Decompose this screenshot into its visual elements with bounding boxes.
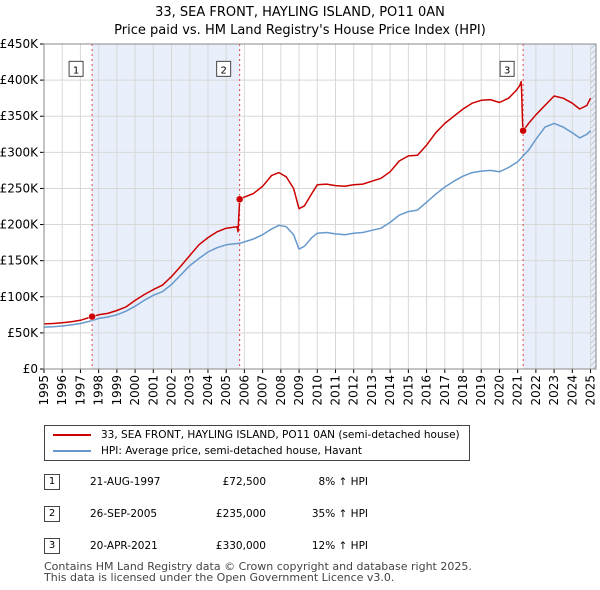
y-tick-label: £350K xyxy=(0,109,39,123)
x-tick-label: 2000 xyxy=(128,375,142,406)
shaded-period xyxy=(523,44,596,369)
sale-point xyxy=(519,126,527,135)
x-tick-label: 2005 xyxy=(219,375,233,406)
series-line xyxy=(43,122,592,328)
table-row: 2 26-SEP-2005 £235,000 35% ↑ HPI xyxy=(44,506,404,522)
sale-label: 1 xyxy=(73,65,79,76)
y-tick-label: £200K xyxy=(0,218,39,232)
sale-label: 2 xyxy=(220,65,226,76)
x-tick-label: 2022 xyxy=(529,375,543,406)
x-tick-label: 2021 xyxy=(511,375,525,406)
transaction-number: 3 xyxy=(44,538,60,554)
table-row: 3 20-APR-2021 £330,000 12% ↑ HPI xyxy=(44,538,404,554)
x-tick-label: 2008 xyxy=(274,375,288,406)
y-tick-label: £50K xyxy=(7,326,39,340)
transaction-date: 21-AUG-1997 xyxy=(90,476,161,488)
x-tick-label: 2003 xyxy=(183,375,197,406)
x-tick-label: 2017 xyxy=(438,375,452,406)
legend-label-property: 33, SEA FRONT, HAYLING ISLAND, PO11 0AN … xyxy=(101,429,460,441)
x-tick-label: 1998 xyxy=(92,375,106,406)
series-line xyxy=(43,80,592,325)
x-tick-label: 2010 xyxy=(310,375,324,406)
y-tick-label: £100K xyxy=(0,290,39,304)
x-tick-label: 2009 xyxy=(292,375,306,406)
legend-swatch-property xyxy=(53,434,91,436)
sale-point xyxy=(235,195,244,204)
forecast-hatch xyxy=(590,44,596,369)
x-tick-label: 2006 xyxy=(237,375,251,406)
footer-licence: This data is licensed under the Open Gov… xyxy=(44,571,395,584)
transaction-price: £235,000 xyxy=(215,508,266,520)
legend: 33, SEA FRONT, HAYLING ISLAND, PO11 0AN … xyxy=(44,425,470,461)
x-tick-label: 2011 xyxy=(328,375,342,406)
x-tick-label: 2025 xyxy=(584,375,598,406)
footer: Contains HM Land Registry data © Crown c… xyxy=(44,561,472,583)
x-tick-label: 2020 xyxy=(492,375,506,406)
x-tick-label: 2007 xyxy=(256,375,270,406)
y-tick-label: £150K xyxy=(0,254,39,268)
legend-item-property: 33, SEA FRONT, HAYLING ISLAND, PO11 0AN … xyxy=(45,427,465,443)
sale-label-box xyxy=(216,60,232,77)
footer-copyright: Contains HM Land Registry data © Crown c… xyxy=(44,560,472,573)
x-tick-label: 2014 xyxy=(383,375,397,406)
x-tick-label: 1999 xyxy=(110,375,124,406)
chart-title: 33, SEA FRONT, HAYLING ISLAND, PO11 0AN xyxy=(155,5,445,20)
y-tick-label: £0 xyxy=(23,362,38,376)
x-tick-label: 2012 xyxy=(347,375,361,406)
y-tick-label: £250K xyxy=(0,181,39,195)
plot-frame xyxy=(43,43,597,370)
sale-label: 3 xyxy=(504,65,510,76)
chart-title-block: 33, SEA FRONT, HAYLING ISLAND, PO11 0AN … xyxy=(0,4,600,40)
x-tick-label: 2002 xyxy=(165,375,179,406)
transaction-date: 26-SEP-2005 xyxy=(90,508,158,520)
x-tick-label: 2016 xyxy=(420,375,434,406)
x-tick-label: 2018 xyxy=(456,375,470,406)
y-tick-label: £300K xyxy=(0,145,39,159)
transaction-price: £72,500 xyxy=(222,476,266,488)
x-tick-label: 2019 xyxy=(474,375,488,406)
transaction-date: 20-APR-2021 xyxy=(90,540,158,552)
x-tick-label: 2015 xyxy=(401,375,415,406)
transaction-number: 1 xyxy=(44,474,60,490)
x-tick-label: 2013 xyxy=(365,375,379,406)
transaction-hpi-change: 35% ↑ HPI xyxy=(311,508,368,520)
transaction-hpi-change: 8% ↑ HPI xyxy=(318,476,368,488)
price-chart: 1 2 3 £0 £50K £100K £150K £200K £250K £300K £350K… xyxy=(0,37,598,406)
x-tick-label: 1996 xyxy=(55,375,69,406)
x-tick-label: 1995 xyxy=(37,375,51,406)
chart-subtitle: Price paid vs. HM Land Registry's House … xyxy=(114,23,486,38)
x-tick-label: 2004 xyxy=(201,375,215,406)
x-tick-label: 2024 xyxy=(565,375,579,406)
sale-label-box xyxy=(68,60,84,77)
sale-label-box xyxy=(499,60,515,77)
sale-point xyxy=(88,312,96,321)
y-tick-label: £450K xyxy=(0,37,39,51)
transaction-hpi-change: 12% ↑ HPI xyxy=(311,540,368,552)
transaction-price: £330,000 xyxy=(215,540,266,552)
x-tick-label: 2001 xyxy=(146,375,160,406)
shaded-period xyxy=(92,44,240,369)
table-row: 1 21-AUG-1997 £72,500 8% ↑ HPI xyxy=(44,474,404,490)
legend-swatch-hpi xyxy=(53,450,91,452)
x-tick-label: 1997 xyxy=(73,375,87,406)
legend-label-hpi: HPI: Average price, semi-detached house,… xyxy=(101,445,362,457)
x-tick-label: 2023 xyxy=(547,375,561,406)
legend-item-hpi: HPI: Average price, semi-detached house,… xyxy=(45,443,465,459)
y-tick-label: £400K xyxy=(0,73,39,87)
transaction-number: 2 xyxy=(44,506,60,522)
